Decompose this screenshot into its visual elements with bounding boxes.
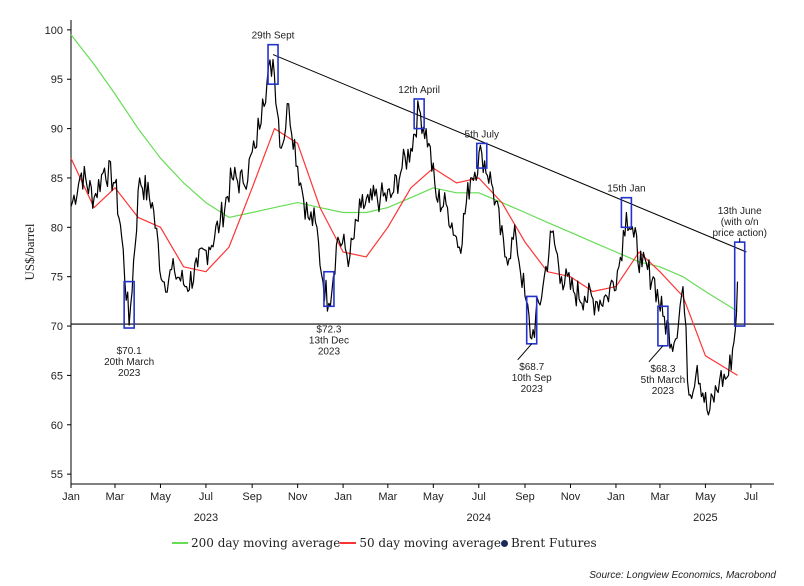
annotation-label-a7: $72.3 xyxy=(316,324,341,335)
y-tick-label: 60 xyxy=(51,420,63,432)
annotation-label-a5: price action) xyxy=(712,228,766,239)
annotation-box-a3 xyxy=(475,142,488,169)
x-tick-label: Jan xyxy=(607,491,625,503)
x-tick-label: May xyxy=(423,491,444,503)
legend-label-brent: Brent Futures xyxy=(510,536,597,550)
downtrend-line xyxy=(272,54,747,253)
annotation-label-a9: $68.3 xyxy=(650,364,675,375)
legend-swatch-200dma xyxy=(172,542,188,544)
x-tick-label: Jul xyxy=(199,491,213,503)
annotation-label-a6: $70.1 xyxy=(117,346,142,357)
y-tick-label: 70 xyxy=(51,321,63,333)
annotation-label-a1: 29th Sept xyxy=(252,31,295,42)
annotation-box-a1 xyxy=(267,43,279,85)
x-tick-label: May xyxy=(150,491,171,503)
x-tick-label: Sep xyxy=(515,491,535,503)
annotation-label-a5: 13th June xyxy=(718,206,762,217)
annotation-label-a8: 10th Sep xyxy=(512,373,552,384)
x-tick-label: Jul xyxy=(472,491,486,503)
annotation-label-a7: 2023 xyxy=(318,346,341,357)
legend-item-brent: Brent Futures xyxy=(500,536,597,550)
y-tick-label: 80 xyxy=(51,222,63,234)
annotation-box-a6 xyxy=(123,280,135,329)
ma200-line xyxy=(70,34,738,312)
annotation-box-a2 xyxy=(413,98,425,130)
x-tick-label: Sep xyxy=(242,491,262,503)
y-tick-label: 90 xyxy=(51,124,63,136)
annotation-label-a6: 20th March xyxy=(104,357,154,368)
year-label: 2023 xyxy=(194,512,218,524)
annotation-label-a6: 2023 xyxy=(118,368,141,379)
x-tick-label: Jan xyxy=(334,491,352,503)
annotation-label-a8: $68.7 xyxy=(519,362,544,373)
annotation-label-a8: 2023 xyxy=(521,384,544,395)
y-tick-label: 75 xyxy=(51,272,63,284)
chart-legend: 200 day moving average 50 day moving ave… xyxy=(172,536,597,550)
brent-futures-line xyxy=(70,58,739,416)
annotation-label-a9: 5th March xyxy=(641,375,685,386)
leader-line-a8 xyxy=(517,343,533,361)
source-note: Source: Longview Economics, Macrobond xyxy=(589,570,776,581)
legend-item-200dma: 200 day moving average xyxy=(172,536,340,550)
year-label: 2025 xyxy=(693,512,717,524)
ma50-line xyxy=(70,128,738,376)
x-tick-label: Mar xyxy=(106,491,125,503)
annotation-label-a4: 15th Jan xyxy=(607,184,645,195)
x-tick-label: Mar xyxy=(378,491,397,503)
legend-swatch-50dma xyxy=(340,542,357,544)
y-tick-label: 55 xyxy=(51,469,63,481)
y-tick-label: 95 xyxy=(51,74,63,86)
legend-label-50dma: 50 day moving average xyxy=(359,536,501,550)
leader-line-a9 xyxy=(648,345,664,363)
annotation-label-a2: 12th April xyxy=(398,85,440,96)
x-tick-label: Jan xyxy=(62,491,80,503)
annotation-label-a5: (with o/n xyxy=(721,217,759,228)
x-tick-label: Nov xyxy=(288,491,308,503)
x-tick-label: Jul xyxy=(744,491,758,503)
y-tick-label: 100 xyxy=(45,25,63,37)
annotation-box-a7 xyxy=(323,270,335,308)
x-tick-label: Mar xyxy=(650,491,669,503)
x-tick-label: May xyxy=(695,491,716,503)
y-tick-label: 65 xyxy=(51,370,63,382)
legend-swatch-brent xyxy=(500,539,508,547)
y-axis-label: US$/barrel xyxy=(22,223,37,280)
annotation-label-a9: 2023 xyxy=(652,386,675,397)
year-label: 2024 xyxy=(467,512,491,524)
annotation-label-a3: 5th July xyxy=(465,129,499,140)
annotation-label-a7: 13th Dec xyxy=(309,335,349,346)
legend-item-50dma: 50 day moving average xyxy=(340,536,501,550)
y-tick-label: 85 xyxy=(51,173,63,185)
x-tick-label: Nov xyxy=(561,491,581,503)
annotation-box-a4 xyxy=(620,196,633,229)
legend-label-200dma: 200 day moving average xyxy=(191,536,341,550)
